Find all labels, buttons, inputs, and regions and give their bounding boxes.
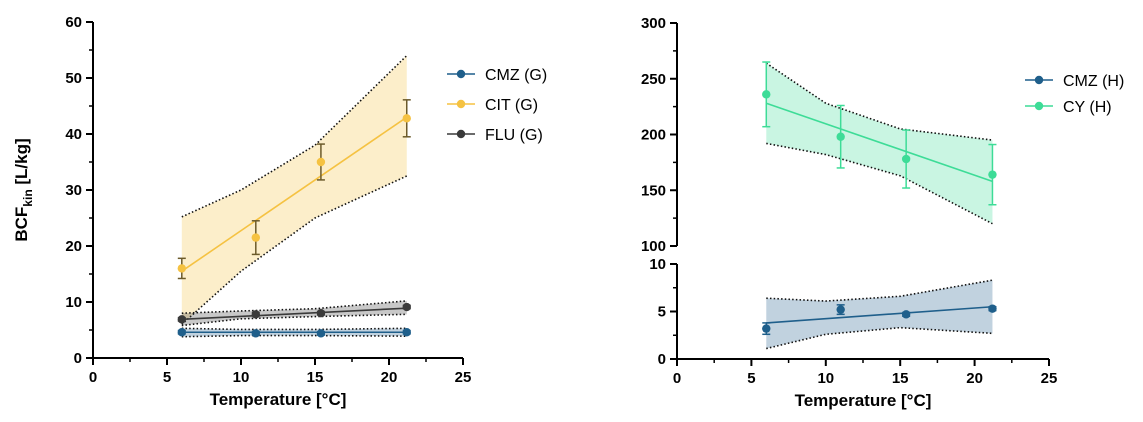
data-point: [316, 309, 326, 318]
legend-item-cit-g: CIT (G): [447, 97, 538, 114]
x-tick-label: 5: [163, 369, 171, 386]
confidence-band-upper-edge: [766, 279, 993, 302]
x-tick-label: 25: [1041, 370, 1058, 387]
data-point: [251, 310, 260, 319]
legend-label: CIT (G): [485, 97, 538, 114]
legend-marker: [456, 99, 466, 109]
data-point: [762, 324, 771, 333]
confidence-band-upper-edge: [181, 300, 407, 314]
data-point: [836, 132, 845, 141]
y-axis-title-subscript: kin: [21, 189, 35, 206]
y-lower-tick-label: 0: [658, 351, 666, 368]
y-tick-label: 40: [65, 126, 82, 143]
data-point: [402, 328, 411, 337]
y-axis-title-unit: [L/kg]: [12, 138, 31, 189]
legend-marker: [456, 69, 466, 79]
legend-item-cmz-g: CMZ (G): [447, 67, 547, 84]
y-upper-tick-label: 200: [641, 127, 666, 144]
y-upper-tick-label: 100: [641, 238, 666, 255]
data-point: [901, 154, 911, 164]
x-tick-label: 15: [307, 369, 324, 386]
fit-line: [181, 307, 407, 321]
legend-marker: [1034, 101, 1044, 111]
y-lower-tick-label: 5: [658, 304, 666, 321]
y-lower-tick-label: 10: [649, 256, 666, 273]
confidence-band: [766, 63, 993, 224]
confidence-band-lower-edge: [181, 334, 407, 338]
y-tick-label: 30: [65, 182, 82, 199]
confidence-band-lower-edge: [181, 313, 407, 327]
y-axis-title: BCFkin [L/kg]: [12, 138, 35, 241]
data-point: [988, 304, 997, 313]
data-point: [402, 114, 411, 123]
x-tick-label: 15: [892, 370, 909, 387]
data-point: [177, 328, 186, 337]
x-tick-label: 25: [455, 369, 472, 386]
confidence-band-upper-edge: [181, 55, 408, 218]
y-tick-label: 60: [65, 14, 82, 31]
series-cit-g: [177, 55, 411, 325]
data-point: [762, 90, 771, 99]
x-tick-label: 5: [747, 370, 755, 387]
x-tick-label: 20: [966, 370, 983, 387]
legend-marker: [1034, 75, 1044, 85]
left-chart-panel: 0 10 20 30 40 50 60 0 5 10 15 20 25 Temperature [°C] B…: [12, 14, 547, 409]
legend-label: CY (H): [1063, 99, 1112, 116]
x-tick-label: 0: [673, 370, 681, 387]
data-point: [177, 264, 186, 273]
legend-item-cmz-h: CMZ (H): [1025, 73, 1124, 90]
confidence-band: [181, 55, 407, 325]
fit-line: [766, 102, 993, 183]
fit-line: [181, 116, 408, 272]
data-point: [316, 329, 326, 338]
y-tick-label: 20: [65, 238, 82, 255]
y-upper-tick-label: 250: [641, 71, 666, 88]
series-cmz-h: [762, 279, 997, 350]
data-point: [251, 233, 260, 242]
confidence-band-lower-edge: [766, 142, 993, 225]
y-tick-label: 0: [74, 350, 82, 367]
data-point: [177, 315, 186, 324]
x-axis-title: Temperature [°C]: [795, 391, 932, 410]
x-tick-label: 20: [381, 369, 398, 386]
legend-marker: [456, 129, 466, 139]
data-point: [988, 170, 997, 179]
legend-label: FLU (G): [485, 127, 543, 144]
series-flu-g: [177, 300, 411, 327]
x-tick-label: 10: [817, 370, 834, 387]
legend-item-cy-h: CY (H): [1025, 99, 1112, 116]
data-point: [402, 302, 411, 312]
confidence-band-lower-edge: [766, 326, 993, 350]
y-tick-label: 50: [65, 70, 82, 87]
fit-line: [766, 305, 993, 324]
y-upper-tick-label: 300: [641, 15, 666, 32]
legend-label: CMZ (G): [485, 67, 547, 84]
series-cmz-g: [177, 327, 411, 338]
y-tick-label: 10: [65, 294, 82, 311]
confidence-band-upper-edge: [181, 327, 407, 331]
data-point: [251, 329, 260, 338]
confidence-band-upper-edge: [765, 62, 993, 141]
data-point: [901, 310, 911, 319]
x-axis-title: Temperature [°C]: [210, 390, 347, 409]
data-point: [836, 305, 845, 314]
legend-label: CMZ (H): [1063, 73, 1124, 90]
y-axis-title-main: BCF: [12, 207, 31, 242]
x-tick-label: 10: [233, 369, 250, 386]
legend-item-flu-g: FLU (G): [447, 127, 543, 144]
data-point: [316, 157, 326, 167]
x-tick-label: 0: [89, 369, 97, 386]
y-upper-tick-label: 150: [641, 182, 666, 199]
series-cy-h: [762, 61, 997, 225]
